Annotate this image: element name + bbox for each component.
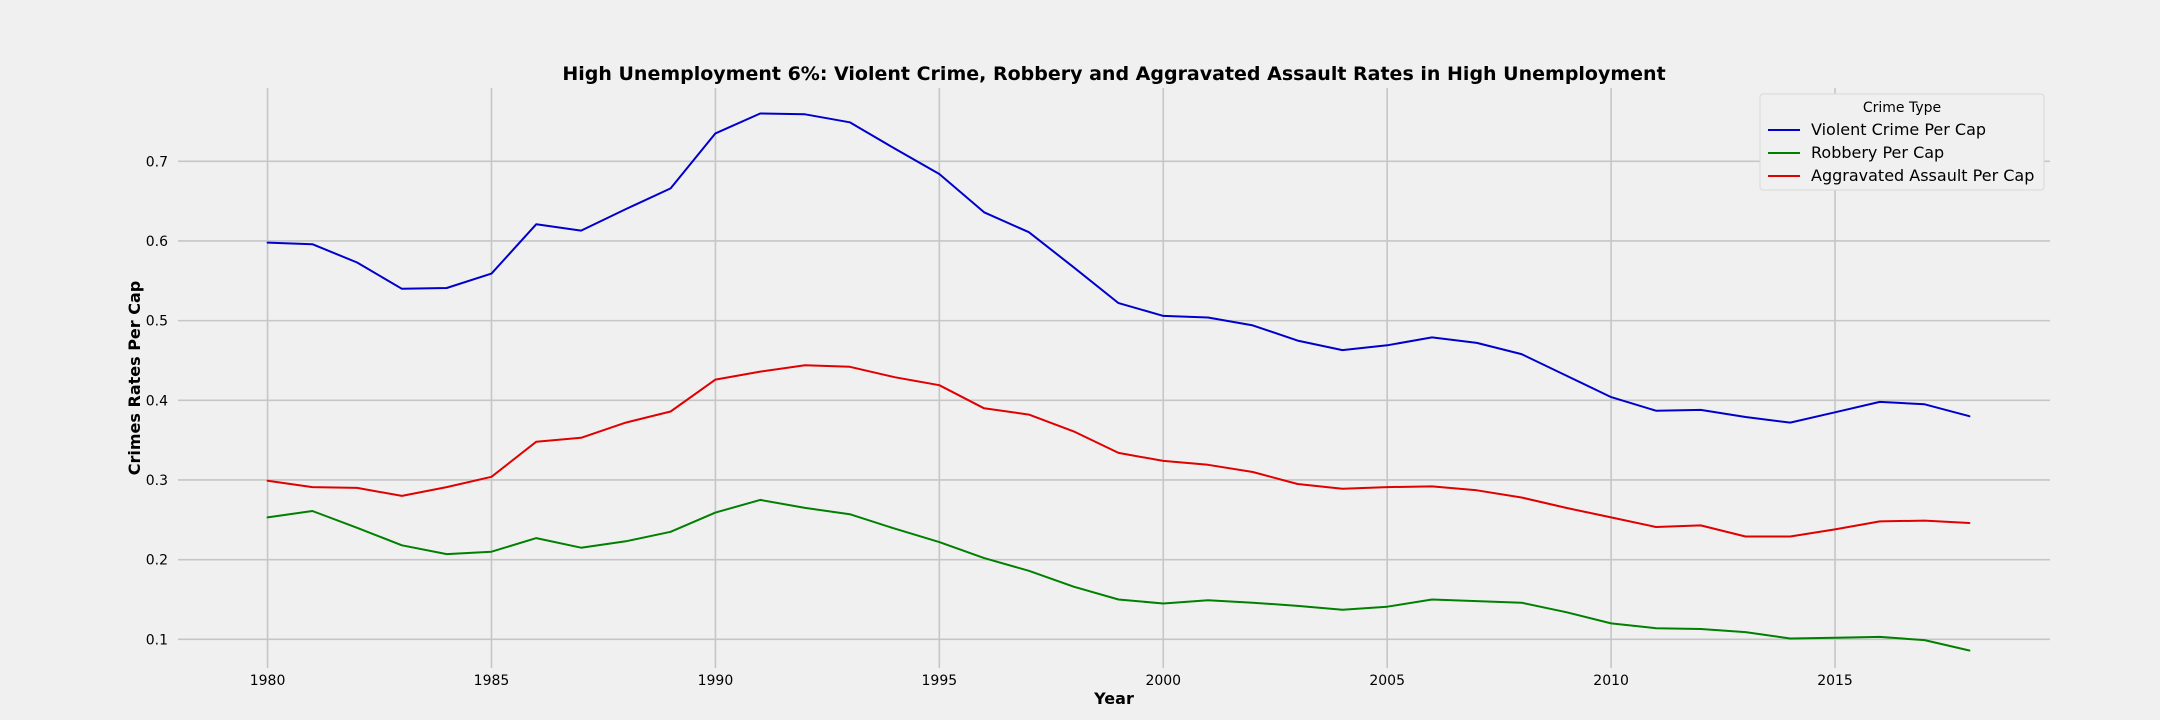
x-tick-labels: 1980 1985 1990 1995 2000 2005 2010 2015 <box>250 673 1853 689</box>
x-tick-label: 1985 <box>474 673 510 689</box>
x-tick-label: 2005 <box>1369 673 1405 689</box>
legend: Crime Type Violent Crime Per Cap Robbery … <box>1759 93 2045 191</box>
y-tick-label: 0.6 <box>146 234 168 250</box>
y-tick-labels: 0.1 0.2 0.3 0.4 0.5 0.6 0.7 <box>146 154 168 648</box>
x-axis-label: Year <box>1093 689 1134 708</box>
x-tick-label: 1990 <box>698 673 734 689</box>
x-tick-label: 2010 <box>1593 673 1629 689</box>
legend-label: Violent Crime Per Cap <box>1811 120 1986 139</box>
y-axis-label: Crimes Rates Per Cap <box>125 281 144 475</box>
legend-label: Robbery Per Cap <box>1811 143 1944 162</box>
y-tick-label: 0.1 <box>146 632 168 648</box>
legend-title: Crime Type <box>1863 100 1941 116</box>
series-line-2 <box>266 498 1971 652</box>
y-tick-label: 0.2 <box>146 553 168 569</box>
series-lines <box>266 112 1971 652</box>
x-tick-label: 1980 <box>250 673 286 689</box>
y-tick-label: 0.7 <box>146 154 168 170</box>
y-tick-label: 0.3 <box>146 473 168 489</box>
legend-label: Aggravated Assault Per Cap <box>1811 166 2034 185</box>
x-tick-label: 1995 <box>922 673 958 689</box>
series-line-3 <box>266 364 1971 538</box>
legend-box <box>1759 93 2045 191</box>
y-tick-label: 0.4 <box>146 393 168 409</box>
x-tick-label: 2015 <box>1817 673 1853 689</box>
x-tick-label: 2000 <box>1145 673 1181 689</box>
chart-title: High Unemployment 6%: Violent Crime, Rob… <box>562 63 1665 85</box>
y-tick-label: 0.5 <box>146 314 168 330</box>
legend-items: Violent Crime Per Cap Robbery Per Cap Aggr… <box>1768 120 2034 185</box>
y-gridlines <box>178 160 2050 641</box>
series-line-1 <box>266 112 1971 424</box>
